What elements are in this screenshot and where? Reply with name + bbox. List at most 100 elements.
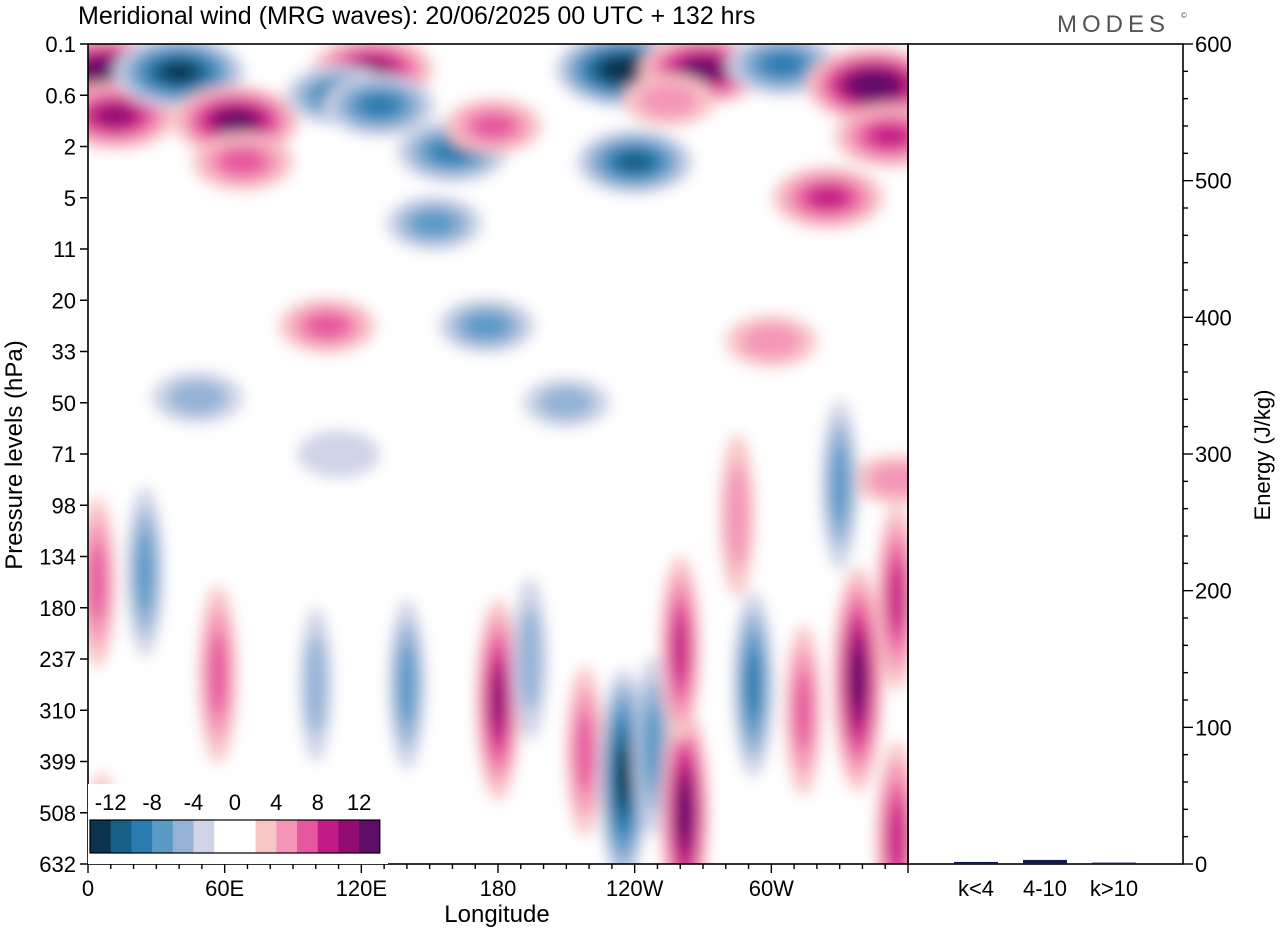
energy-bar	[954, 861, 998, 864]
field-contour	[794, 669, 813, 751]
pressure-tick-label: 98	[52, 493, 76, 518]
longitude-axis: 0 60E 120E 180 120W 60W	[82, 864, 909, 901]
pressure-tick-label: 632	[39, 852, 76, 877]
field-blob	[805, 47, 908, 123]
field-contour	[745, 649, 761, 720]
field-blob	[875, 741, 908, 864]
colorbar-label: -12	[95, 790, 127, 815]
field-contour	[398, 644, 416, 726]
field-contour	[305, 634, 327, 735]
colorbar-label: 8	[312, 790, 324, 815]
field-blob	[297, 430, 380, 478]
field-contour	[607, 60, 639, 79]
pressure-tick-label: 33	[52, 340, 76, 365]
longitude-tick-label: 60E	[205, 876, 244, 901]
colorbar-swatch	[359, 820, 381, 853]
energy-panel-frame	[907, 43, 1184, 865]
field-blob	[126, 486, 164, 658]
colorbar-swatch	[297, 820, 319, 853]
field-contour	[761, 52, 804, 77]
pressure-tick-label: 71	[52, 442, 76, 467]
colorbar-swatch	[255, 820, 277, 853]
longitude-tick-label: 0	[82, 876, 94, 901]
field-blob	[832, 567, 883, 792]
pressure-tick-label: 0.1	[45, 32, 76, 57]
energy-bars: k<4 4-10 k>10	[954, 859, 1138, 901]
energy-category-label: k>10	[1090, 876, 1138, 901]
field-blob	[599, 668, 648, 864]
field-contour	[161, 62, 197, 82]
longitude-axis-label: Longitude	[444, 901, 549, 928]
field-blob	[852, 454, 908, 505]
colorbar-swatch	[131, 820, 153, 853]
field-blob	[151, 371, 244, 424]
pressure-tick-label: 50	[52, 391, 76, 416]
field-blob	[732, 591, 774, 778]
pressure-tick-label: 237	[39, 647, 76, 672]
field-blob	[438, 298, 536, 354]
field-contour	[358, 93, 401, 118]
energy-tick-label: 200	[1195, 579, 1232, 604]
colorbar-swatch	[317, 820, 339, 853]
field-contour	[672, 613, 688, 684]
energy-category-label: 4-10	[1023, 876, 1067, 901]
field-blob	[622, 74, 715, 127]
field-contour	[88, 541, 106, 623]
pressure-tick-label: 134	[39, 545, 76, 570]
field-blob	[198, 585, 238, 764]
field-blob	[299, 607, 333, 763]
colorbar-swatch	[338, 820, 360, 853]
field-blob	[576, 129, 693, 195]
energy-tick-label: 400	[1195, 305, 1232, 330]
colorbar-frame	[89, 819, 381, 854]
field-blob	[772, 166, 885, 229]
colorbar-swatch	[276, 820, 298, 853]
energy-tick-label: 500	[1195, 169, 1232, 194]
field-contour	[686, 60, 720, 79]
field-contour	[643, 703, 663, 789]
field-contour	[830, 444, 849, 526]
field-contour	[136, 531, 154, 613]
field-contour	[858, 76, 890, 94]
field-blob	[522, 377, 611, 428]
pressure-axis-label: Pressure levels (hPa)	[1, 340, 28, 569]
field-contour	[868, 463, 908, 496]
colorbar-legend: -12 -8 -4 0 4 8 12	[88, 784, 388, 864]
energy-tick-label: 300	[1195, 442, 1232, 467]
wind-field	[88, 44, 908, 864]
pressure-axis: 0.1 0.6 2 5 11 20 33 50 71 98 134 180 237 310 399 508 63…	[39, 32, 88, 877]
field-contour	[575, 710, 594, 792]
energy-bar	[1023, 859, 1067, 864]
field-contour	[411, 210, 458, 237]
field-contour	[616, 748, 630, 806]
modes-logo-text: MODES	[1057, 11, 1170, 38]
chart-title: Meridional wind (MRG waves): 20/06/2025 …	[78, 2, 755, 30]
field-blob	[784, 625, 822, 796]
field-blob	[172, 85, 300, 156]
colorbar-label: 0	[229, 790, 241, 815]
field-contour	[725, 463, 749, 568]
colorbar-swatch	[214, 820, 236, 853]
pressure-tick-label: 2	[64, 135, 76, 160]
field-contour	[807, 186, 850, 210]
longitude-tick-label: 120W	[606, 876, 664, 901]
field-blob	[659, 555, 701, 742]
field-blob	[719, 434, 755, 597]
colorbar-swatch	[110, 820, 132, 853]
field-contour	[96, 105, 135, 127]
pressure-tick-label: 310	[39, 698, 76, 723]
longitude-tick-label: 60W	[749, 876, 794, 901]
field-blob	[821, 399, 859, 570]
energy-tick-label: 600	[1195, 32, 1232, 57]
field-contour	[888, 802, 905, 864]
field-contour	[851, 649, 865, 710]
field-contour	[868, 124, 908, 148]
colorbar-label: -8	[142, 790, 162, 815]
field-blob	[475, 599, 521, 801]
energy-category-label: k<4	[958, 876, 994, 901]
field-blob	[278, 298, 376, 354]
field-contour	[678, 784, 692, 842]
colorbar-swatch	[234, 820, 256, 853]
field-blob	[565, 666, 604, 837]
colorbar-swatch	[90, 820, 112, 853]
